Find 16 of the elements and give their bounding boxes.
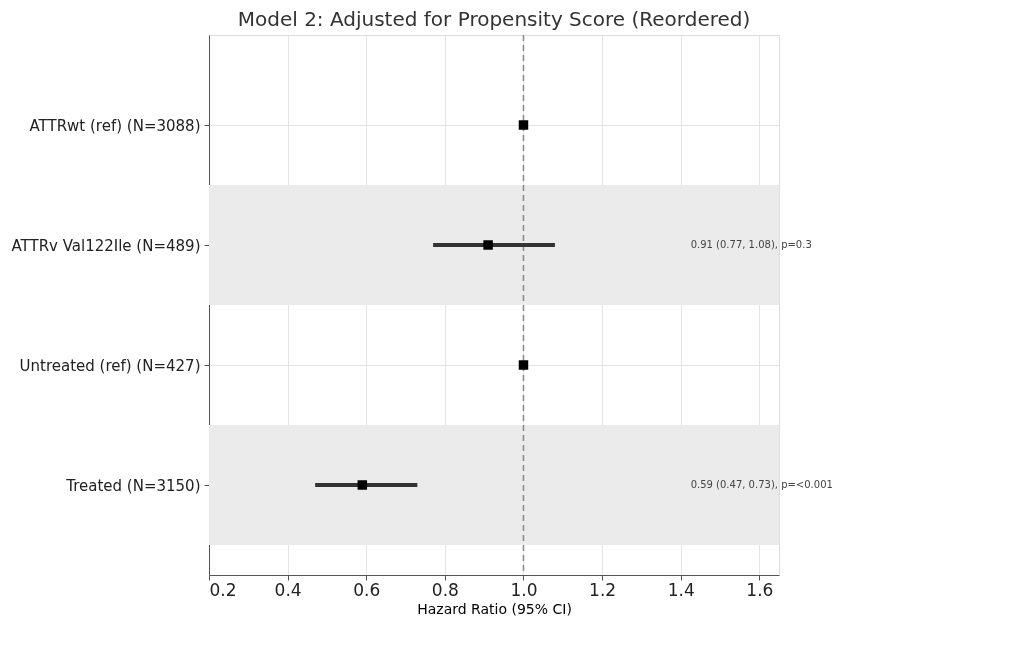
x-tick-label: 1.2 (589, 579, 617, 600)
annotation: 0.59 (0.47, 0.73), p=<0.001 (690, 479, 833, 490)
x-tick-label: 1.0 (510, 579, 538, 600)
x-tick-label: 0.6 (353, 579, 381, 600)
annotation: 0.91 (0.77, 1.08), p=0.3 (690, 239, 812, 250)
x-tick-label: 1.4 (667, 579, 695, 600)
y-tick-label: ATTRwt (ref) (N=3088) (29, 116, 201, 135)
x-axis-title: Hazard Ratio (95% CI) (417, 600, 572, 617)
x-tick-label: 0.2 (209, 579, 237, 600)
x-tick-label: 1.6 (746, 579, 774, 600)
chart-title: Model 2: Adjusted for Propensity Score (Reordered) (237, 7, 751, 32)
y-tick-label: Untreated (ref) (N=427) (19, 356, 201, 375)
y-tick-label: ATTRv Val122Ile (N=489) (11, 236, 201, 255)
x-tick-label: 0.8 (431, 579, 459, 600)
y-tick-label: Treated (N=3150) (65, 476, 201, 495)
x-tick-label: 0.4 (274, 579, 302, 600)
